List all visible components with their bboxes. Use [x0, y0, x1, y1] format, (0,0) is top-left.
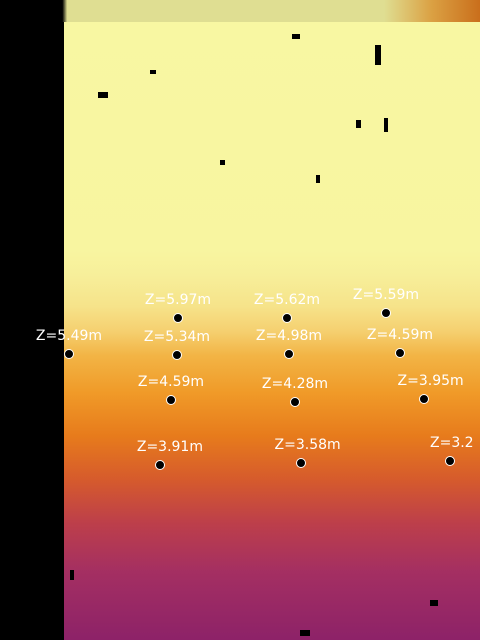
depth-label: Z=5.49m — [35, 328, 103, 344]
missing-depth-speck — [316, 175, 320, 183]
point-marker — [155, 460, 165, 470]
missing-depth-speck — [356, 120, 361, 128]
point-marker — [282, 313, 292, 323]
point-marker — [166, 395, 176, 405]
point-marker — [296, 458, 306, 468]
missing-depth-speck — [375, 45, 381, 65]
depth-label: Z=3.2 — [430, 435, 474, 451]
missing-depth-speck — [300, 630, 310, 636]
depth-label: Z=4.98m — [255, 328, 323, 344]
missing-depth-speck — [70, 570, 74, 580]
missing-depth-speck — [384, 118, 388, 132]
depth-label: Z=5.97m — [144, 292, 212, 308]
point-marker — [290, 397, 300, 407]
depth-label: Z=3.91m — [136, 439, 203, 455]
point-marker — [419, 394, 429, 404]
point-marker — [395, 348, 405, 358]
depth-label: Z=4.59m — [366, 327, 434, 343]
missing-depth-speck — [430, 600, 438, 606]
missing-depth-speck — [220, 160, 225, 165]
depth-colormap — [64, 22, 480, 640]
missing-depth-speck — [292, 34, 300, 39]
depth-label: Z=4.59m — [137, 374, 205, 390]
depth-label: Z=4.28m — [261, 376, 329, 392]
point-marker — [445, 456, 455, 466]
point-marker — [284, 349, 294, 359]
point-marker — [381, 308, 391, 318]
depth-label: Z=5.34m — [143, 329, 211, 345]
depth-label: Z=5.59m — [352, 287, 420, 303]
depth-label: Z=3.58m — [274, 437, 341, 453]
top-edge-strip — [0, 0, 480, 22]
missing-depth-speck — [150, 70, 156, 74]
point-marker — [172, 350, 182, 360]
point-marker — [64, 349, 74, 359]
point-marker — [173, 313, 183, 323]
depth-label: Z=3.95m — [397, 373, 464, 389]
depth-label: Z=5.62m — [253, 292, 321, 308]
missing-depth-speck — [98, 92, 108, 98]
